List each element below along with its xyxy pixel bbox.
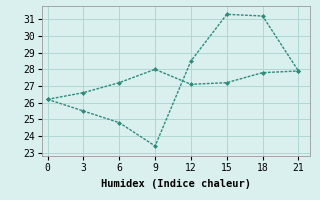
X-axis label: Humidex (Indice chaleur): Humidex (Indice chaleur): [101, 179, 251, 189]
